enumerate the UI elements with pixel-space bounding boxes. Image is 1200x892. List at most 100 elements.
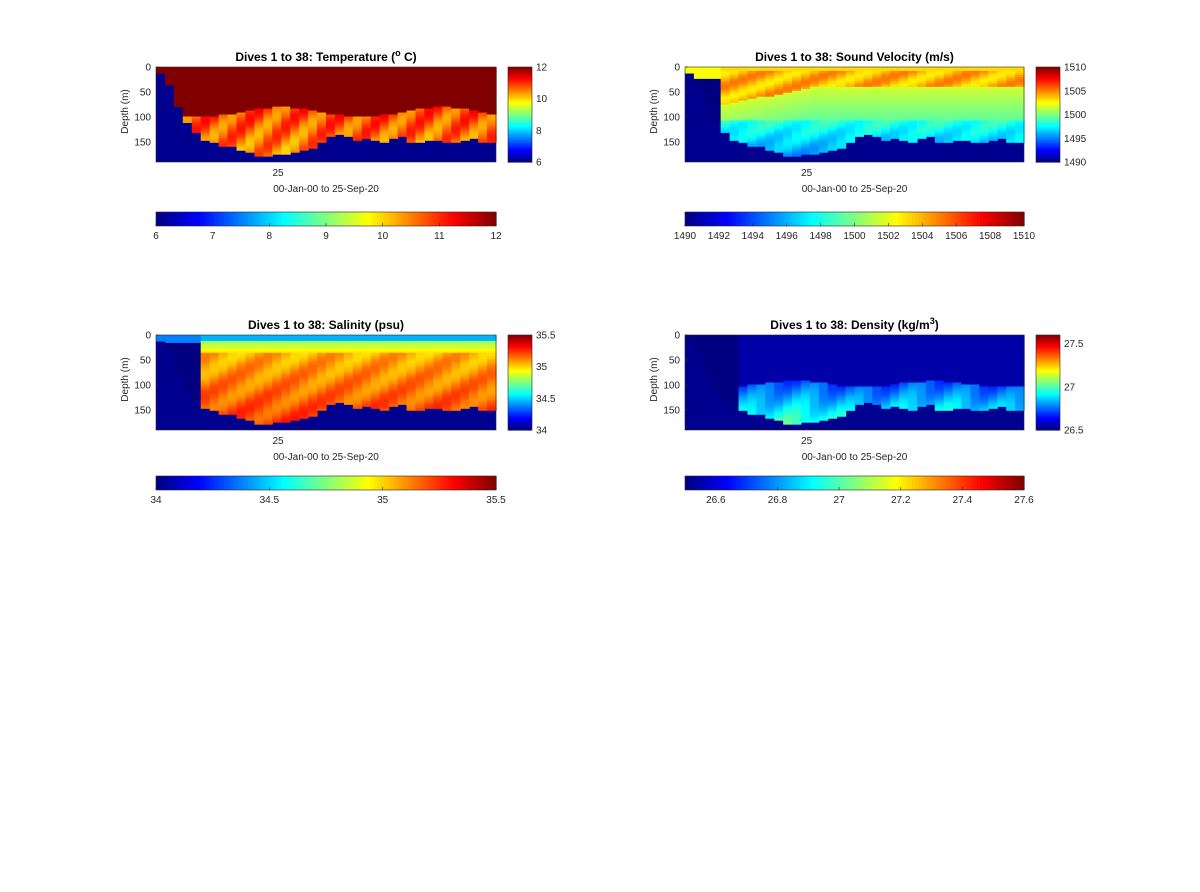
heatmap-cell — [218, 384, 229, 388]
heatmap-cell — [281, 94, 291, 98]
heatmap-cell — [952, 84, 963, 88]
heatmap-cell — [979, 82, 989, 86]
heatmap-cell — [245, 146, 256, 149]
colorbar-bottom-swatch — [807, 212, 812, 226]
colorbar-bottom-swatch — [247, 476, 252, 490]
heatmap-cell — [818, 76, 829, 80]
heatmap-cell — [317, 70, 327, 74]
colorbar-bottom-swatch — [326, 212, 330, 226]
heatmap-cell — [899, 128, 909, 131]
heatmap-cell — [433, 92, 443, 96]
heatmap-cell — [352, 366, 363, 370]
heatmap-cell — [200, 67, 211, 70]
heatmap-cell — [478, 126, 488, 129]
heatmap-cell — [343, 346, 354, 350]
heatmap-cell — [433, 362, 443, 366]
heatmap-cell — [469, 122, 479, 125]
heatmap-cell — [693, 78, 704, 82]
heatmap-cell — [397, 392, 408, 395]
heatmap-cell — [308, 398, 318, 401]
heatmap-cell — [370, 370, 381, 374]
heatmap-cell — [173, 346, 184, 350]
heatmap-cell — [836, 102, 847, 106]
heatmap-cell — [388, 84, 399, 88]
heatmap-cell — [881, 108, 891, 112]
heatmap-cell — [1006, 120, 1016, 124]
heatmap-cell — [334, 74, 345, 78]
heatmap-cell — [326, 86, 336, 90]
heatmap-cell — [218, 388, 229, 392]
colorbar-bottom-swatch — [268, 212, 273, 226]
heatmap-cell — [361, 362, 372, 366]
heatmap-cell — [308, 390, 318, 393]
heatmap-cell — [379, 138, 390, 141]
heatmap-cell — [415, 88, 426, 92]
heatmap-cell — [765, 344, 775, 348]
heatmap-cell — [478, 100, 488, 104]
heatmap-cell — [299, 340, 309, 344]
heatmap-cell — [765, 398, 775, 401]
heatmap-cell — [245, 142, 256, 145]
heatmap-cell — [361, 70, 372, 74]
heatmap-cell — [388, 388, 399, 392]
heatmap-cell — [469, 370, 479, 374]
heatmap-cell — [343, 362, 354, 366]
heatmap-cell — [343, 390, 354, 393]
heatmap-cell — [997, 104, 1007, 108]
heatmap-cell — [478, 338, 488, 342]
heatmap-cell — [308, 78, 318, 82]
heatmap-cell — [433, 396, 443, 399]
heatmap-cell — [326, 382, 336, 386]
heatmap-cell — [756, 362, 766, 366]
heatmap-cell — [272, 386, 282, 390]
heatmap-cell — [916, 72, 927, 76]
heatmap-cell — [200, 338, 211, 342]
heatmap-cell — [487, 378, 497, 382]
heatmap-cell — [729, 378, 740, 382]
heatmap-cell — [352, 382, 363, 386]
heatmap-cell — [227, 354, 238, 358]
heatmap-cell — [451, 402, 461, 405]
heatmap-cell — [863, 90, 873, 94]
heatmap-cell — [236, 132, 247, 135]
colorbar-bottom-swatch — [472, 212, 477, 226]
colorbar-bottom-swatch — [390, 476, 395, 490]
heatmap-cell — [227, 346, 238, 350]
heatmap-cell — [236, 335, 247, 338]
heatmap-cell — [182, 376, 193, 380]
heatmap-cell — [379, 98, 390, 102]
heatmap-cell — [290, 340, 300, 344]
heatmap-cell — [379, 336, 390, 340]
heatmap-cell — [916, 80, 927, 84]
colorbar-right-swatch — [508, 122, 532, 125]
heatmap-cell — [783, 140, 793, 143]
colorbar-bottom-swatch — [438, 212, 443, 226]
heatmap-cell — [254, 108, 264, 112]
heatmap-cell — [236, 362, 247, 366]
heatmap-cell — [747, 378, 757, 382]
heatmap-cell — [478, 72, 488, 76]
heatmap-cell — [424, 122, 434, 125]
heatmap-cell — [890, 126, 900, 129]
heatmap-cell — [792, 148, 802, 151]
heatmap-cell — [836, 94, 847, 98]
colorbar-bottom-swatch — [400, 212, 405, 226]
heatmap-cell — [997, 70, 1007, 74]
heatmap-cell — [415, 388, 426, 392]
heatmap-cell — [747, 138, 757, 141]
heatmap-cell — [460, 84, 470, 88]
heatmap-cell — [379, 404, 390, 407]
heatmap-cell — [308, 394, 318, 397]
heatmap-cell — [693, 350, 704, 354]
heatmap-cell — [756, 348, 766, 352]
heatmap-cell — [173, 356, 184, 360]
colorbar-bottom-swatch — [356, 476, 361, 490]
heatmap-cell — [388, 396, 399, 399]
heatmap-cell — [415, 390, 426, 393]
heatmap-cell — [792, 80, 802, 84]
heatmap-cell — [765, 335, 775, 338]
heatmap-cell — [943, 116, 954, 120]
heatmap-cell — [845, 106, 856, 110]
heatmap-cell — [854, 72, 865, 76]
heatmap-cell — [406, 74, 417, 78]
